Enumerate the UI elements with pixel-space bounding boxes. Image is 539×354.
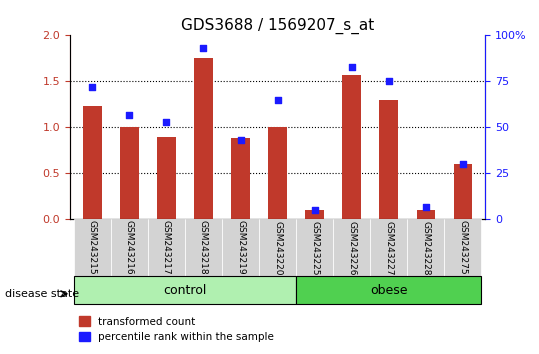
Bar (231, 138, 250, 219)
FancyBboxPatch shape (74, 219, 111, 276)
Text: GSM243227: GSM243227 (384, 221, 393, 275)
Text: GSM243220: GSM243220 (273, 221, 282, 275)
Point (459, 161, 467, 167)
Text: GSM243215: GSM243215 (88, 221, 97, 275)
Point (162, 119, 171, 125)
FancyBboxPatch shape (74, 276, 296, 304)
Bar (454, 164, 472, 219)
Bar (306, 210, 324, 219)
Text: GSM243226: GSM243226 (347, 221, 356, 275)
Legend: transformed count, percentile rank within the sample: transformed count, percentile rank withi… (75, 312, 278, 346)
Point (236, 137, 245, 143)
Bar (417, 210, 435, 219)
FancyBboxPatch shape (111, 219, 148, 276)
Text: GSM243275: GSM243275 (458, 221, 467, 275)
Text: GSM243219: GSM243219 (236, 221, 245, 275)
Point (384, 79, 393, 84)
FancyBboxPatch shape (148, 219, 185, 276)
Point (348, 64, 356, 69)
Bar (120, 127, 139, 219)
Title: GDS3688 / 1569207_s_at: GDS3688 / 1569207_s_at (181, 18, 374, 34)
Bar (194, 58, 213, 219)
Text: GSM243225: GSM243225 (310, 221, 319, 275)
Text: control: control (163, 284, 206, 297)
Text: GSM243228: GSM243228 (421, 221, 430, 275)
Bar (268, 127, 287, 219)
Point (199, 45, 208, 51)
FancyBboxPatch shape (222, 219, 259, 276)
Text: obese: obese (370, 284, 407, 297)
FancyBboxPatch shape (296, 219, 333, 276)
Bar (83, 106, 101, 219)
Text: disease state: disease state (5, 289, 80, 299)
Text: GSM243216: GSM243216 (125, 221, 134, 275)
FancyBboxPatch shape (370, 219, 407, 276)
FancyBboxPatch shape (444, 219, 481, 276)
Bar (342, 75, 361, 219)
FancyBboxPatch shape (333, 219, 370, 276)
FancyBboxPatch shape (296, 276, 481, 304)
Text: GSM243218: GSM243218 (199, 221, 208, 275)
Bar (157, 137, 176, 219)
FancyBboxPatch shape (407, 219, 444, 276)
FancyBboxPatch shape (185, 219, 222, 276)
FancyBboxPatch shape (259, 219, 296, 276)
Point (421, 204, 430, 210)
Point (273, 97, 282, 103)
Point (125, 112, 134, 118)
Text: GSM243217: GSM243217 (162, 221, 171, 275)
Point (88, 84, 96, 90)
Bar (379, 100, 398, 219)
Point (310, 207, 319, 213)
